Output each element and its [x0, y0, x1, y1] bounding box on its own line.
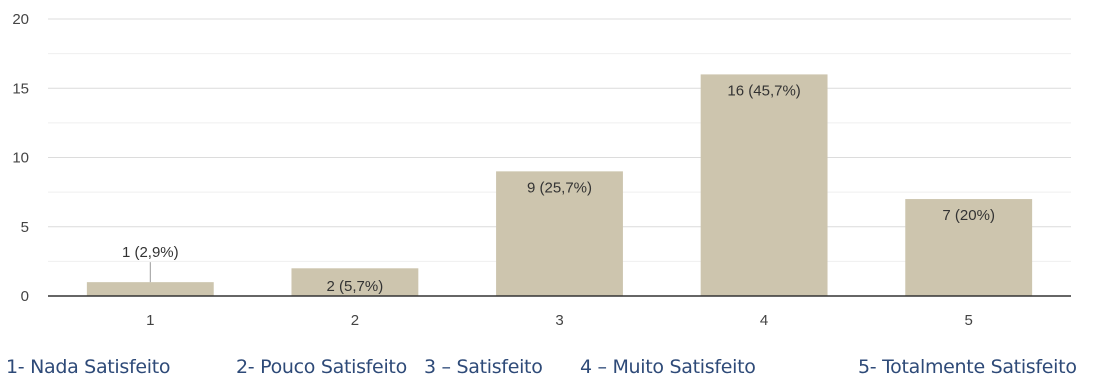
legend-item-2: 2- Pouco Satisfeito — [236, 356, 407, 378]
x-tick-label: 4 — [760, 312, 768, 329]
x-tick-label: 1 — [146, 312, 154, 329]
y-tick-label: 15 — [12, 80, 29, 97]
y-axis-ticks: 0 5 10 15 20 — [12, 11, 29, 305]
y-tick-label: 10 — [12, 150, 29, 167]
data-label: 16 (45,7%) — [727, 82, 800, 99]
x-tick-label: 2 — [351, 312, 359, 329]
bar-4 — [700, 74, 828, 297]
legend-item-5: 5- Totalmente Satisfeito — [858, 356, 1077, 378]
y-tick-label: 5 — [21, 219, 29, 236]
data-label: 7 (20%) — [942, 207, 995, 224]
category-legend: 1- Nada Satisfeito 2- Pouco Satisfeito 3… — [0, 350, 1117, 387]
bar-3 — [496, 171, 623, 296]
bar-chart: 0 5 10 15 20 1 2 3 4 5 1 (2,9%) 2 (5,7%) 9 (25,7%)… — [12, 11, 1071, 329]
data-labels: 1 (2,9%) 2 (5,7%) 9 (25,7%) 16 (45,7%) 7 (20… — [122, 82, 995, 295]
bars — [86, 74, 1033, 297]
x-tick-label: 5 — [965, 312, 973, 329]
bar-2 — [291, 268, 419, 296]
bar-1 — [86, 282, 214, 296]
y-tick-label: 0 — [21, 288, 29, 305]
legend-item-3: 3 – Satisfeito — [424, 356, 543, 378]
data-label: 1 (2,9%) — [122, 244, 179, 261]
legend-item-4: 4 – Muito Satisfeito — [580, 356, 756, 378]
data-label: 9 (25,7%) — [527, 179, 592, 196]
y-tick-label: 20 — [12, 11, 29, 28]
legend-item-1: 1- Nada Satisfeito — [6, 356, 171, 378]
x-axis-ticks: 1 2 3 4 5 — [146, 312, 973, 329]
bar-5 — [905, 199, 1033, 296]
data-label: 2 (5,7%) — [327, 278, 384, 295]
x-tick-label: 3 — [555, 312, 563, 329]
